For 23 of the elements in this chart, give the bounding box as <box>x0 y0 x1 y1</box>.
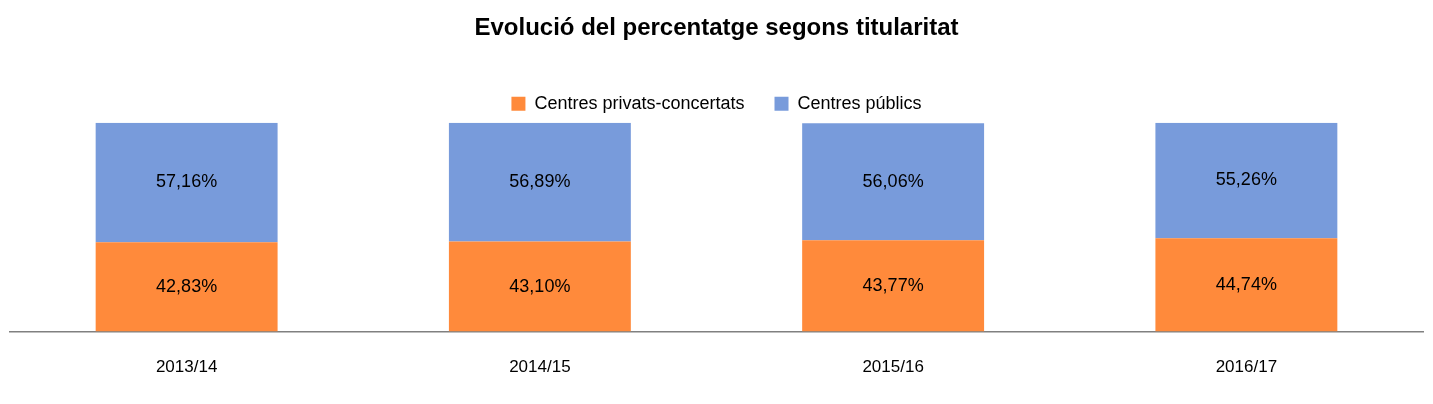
bar <box>802 240 985 332</box>
x-tick-label: 2014/15 <box>509 357 571 377</box>
bar <box>95 242 278 332</box>
bar <box>448 122 631 242</box>
data-label: 55,26% <box>1215 169 1277 190</box>
bar <box>448 241 631 332</box>
data-label: 42,83% <box>156 275 218 296</box>
bar <box>1155 122 1338 239</box>
data-label: 57,16% <box>156 171 218 192</box>
bar <box>95 122 278 243</box>
chart-title: Evolució del percentatge segons titularitat <box>474 13 959 41</box>
x-tick-label: 2013/14 <box>155 357 218 377</box>
data-label: 43,10% <box>509 275 571 296</box>
bar <box>802 123 985 241</box>
x-tick-label: 2015/16 <box>862 357 924 377</box>
bar <box>1155 238 1338 332</box>
legend-label: Centres privats-concertats <box>534 92 745 113</box>
x-tick-label: 2016/17 <box>1215 357 1278 377</box>
data-label: 56,06% <box>862 170 924 191</box>
data-label: 43,77% <box>862 274 924 295</box>
data-label: 44,74% <box>1215 273 1277 294</box>
legend-label: Centres públics <box>797 92 922 113</box>
data-label: 56,89% <box>509 171 571 192</box>
